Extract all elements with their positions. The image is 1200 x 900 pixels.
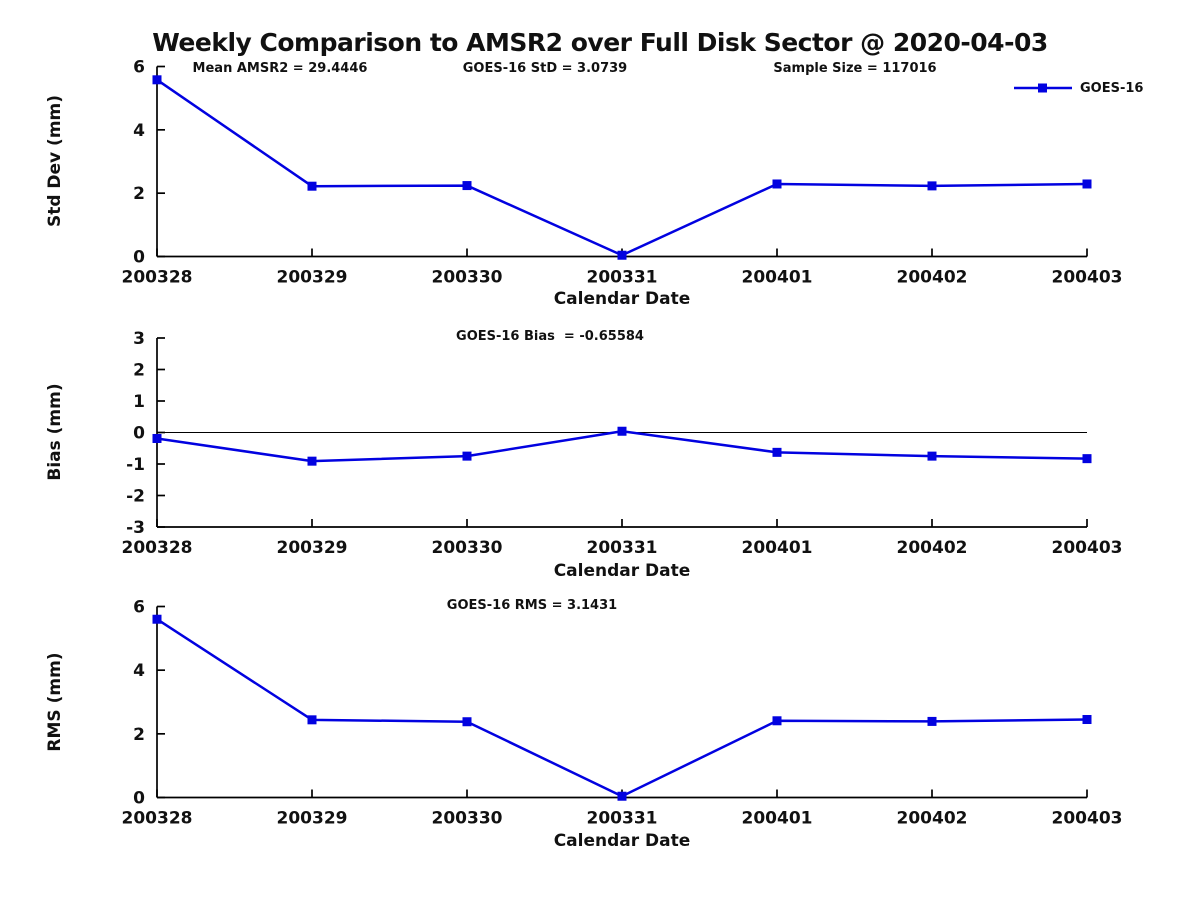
y-tick-label: 2: [133, 361, 145, 381]
data-point-marker: [1082, 454, 1092, 464]
x-tick-label: 200330: [432, 268, 503, 288]
data-point-marker: [152, 614, 162, 624]
annotation-mean-amsr2: Mean AMSR2 = 29.4446: [192, 61, 368, 76]
y-tick-label: 6: [133, 58, 145, 78]
data-point-marker: [307, 181, 317, 191]
x-tick-label: 200329: [277, 809, 348, 829]
data-point-marker: [462, 451, 472, 461]
legend-line-icon: [1014, 83, 1072, 93]
x-tick-label: 200401: [742, 538, 813, 558]
bias-plot: 200328 200329 200330 200331 200401 200402 2004…: [122, 329, 1123, 558]
x-tick-label: 200328: [122, 268, 193, 288]
rms-y-axis-label: RMS (mm): [45, 652, 65, 752]
y-tick-label: 4: [133, 661, 145, 681]
annotation-goes16-rms: GOES-16 RMS = 3.1431: [446, 598, 618, 613]
annotation-goes16-std: GOES-16 StD = 3.0739: [462, 61, 628, 76]
x-tick-label: 200329: [277, 268, 348, 288]
x-tick-label: 200330: [432, 538, 503, 558]
x-tick-label: 200402: [897, 809, 968, 829]
data-point-marker: [927, 181, 937, 191]
rms-plot: 200328 200329 200330 200331 200401 200402 2004…: [122, 598, 1123, 829]
x-tick-label: 200331: [587, 538, 658, 558]
data-point-marker: [927, 451, 937, 461]
x-tick-label: 200331: [587, 809, 658, 829]
data-point-marker: [772, 716, 782, 726]
x-tick-label: 200331: [587, 268, 658, 288]
stddev-y-axis-label: Std Dev (mm): [45, 94, 65, 228]
y-tick-label: -2: [126, 487, 145, 507]
y-tick-label: 2: [133, 184, 145, 204]
figure-title: Weekly Comparison to AMSR2 over Full Dis…: [152, 28, 1048, 57]
annotation-goes16-bias: GOES-16 Bias = -0.65584: [456, 329, 644, 344]
x-tick-label: 200329: [277, 538, 348, 558]
x-tick-label: 200330: [432, 809, 503, 829]
y-tick-label: 0: [133, 424, 145, 444]
y-tick-label: 1: [133, 392, 145, 412]
data-point-marker: [462, 717, 472, 727]
data-point-marker: [617, 791, 627, 801]
std-dev-plot: 200328 200329 200330 200331 200401 200402 2004…: [122, 58, 1123, 288]
legend-marker: [1038, 83, 1047, 93]
y-tick-label: -3: [126, 518, 145, 538]
data-point-marker: [152, 433, 162, 443]
bias-x-axis-label: Calendar Date: [553, 561, 691, 581]
y-tick-label: -1: [126, 455, 145, 475]
rms-x-axis-label: Calendar Date: [553, 831, 691, 851]
x-tick-label: 200401: [742, 809, 813, 829]
data-point-marker: [927, 716, 937, 726]
data-point-marker: [617, 426, 627, 436]
bias-y-axis-label: Bias (mm): [45, 383, 65, 481]
y-tick-label: 4: [133, 121, 145, 141]
data-point-marker: [462, 181, 472, 191]
std-dev-series-line: [156, 78, 1088, 257]
y-tick-label: 3: [133, 329, 145, 349]
x-tick-label: 200403: [1052, 538, 1123, 558]
legend: GOES-16: [1014, 80, 1143, 96]
legend-label: GOES-16: [1080, 80, 1144, 96]
x-tick-label: 200403: [1052, 809, 1123, 829]
x-tick-label: 200403: [1052, 268, 1123, 288]
x-tick-label: 200402: [897, 268, 968, 288]
data-point-marker: [772, 447, 782, 457]
stddev-x-axis-label: Calendar Date: [553, 289, 691, 309]
data-point-marker: [307, 715, 317, 725]
data-point-marker: [1082, 715, 1092, 725]
x-tick-label: 200401: [742, 268, 813, 288]
annotation-sample-size: Sample Size = 117016: [773, 61, 937, 76]
data-point-marker: [307, 456, 317, 466]
y-tick-label: 2: [133, 725, 145, 745]
y-tick-label: 6: [133, 598, 145, 618]
data-point-marker: [1082, 179, 1092, 189]
data-point-marker: [152, 75, 162, 85]
y-tick-label: 0: [133, 789, 145, 809]
data-point-marker: [617, 250, 627, 260]
data-point-marker: [772, 179, 782, 189]
rms-series-line: [156, 618, 1088, 798]
x-tick-label: 200328: [122, 538, 193, 558]
x-tick-label: 200328: [122, 809, 193, 829]
x-tick-label: 200402: [897, 538, 968, 558]
y-tick-label: 0: [133, 248, 145, 268]
